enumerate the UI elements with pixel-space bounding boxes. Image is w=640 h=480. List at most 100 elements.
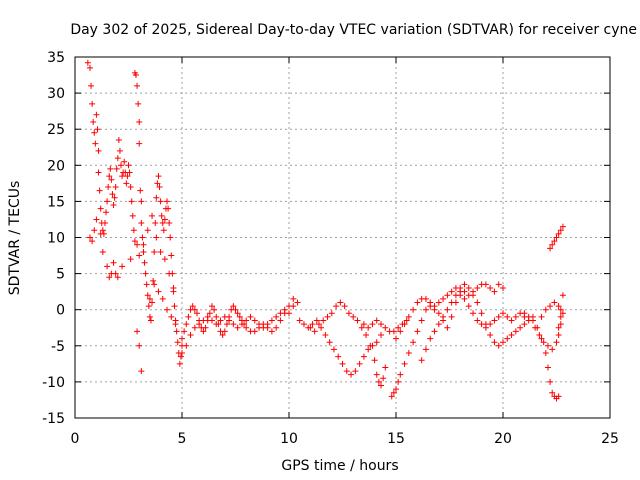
data-point [559,292,566,299]
data-point [555,324,562,331]
data-point [322,331,329,338]
data-point [330,346,337,353]
data-point [134,241,141,248]
data-point [119,173,126,180]
data-point [277,310,284,317]
data-point [461,288,468,295]
data-point [557,313,564,320]
data-point [213,313,220,320]
data-point [350,313,357,320]
data-point [435,310,442,317]
data-point [88,82,95,89]
data-point [380,375,387,382]
data-point [427,335,434,342]
data-point [512,313,519,320]
data-point [106,173,113,180]
data-point [134,328,141,335]
data-point [378,331,385,338]
data-point [234,324,241,331]
data-point [444,292,451,299]
data-point [360,321,367,328]
data-point [356,360,363,367]
y-tick-label: 0 [56,303,65,319]
data-point [557,306,564,313]
data-point [373,339,380,346]
data-point [553,234,560,241]
data-point [341,303,348,310]
data-point [307,324,314,331]
data-point [114,274,121,281]
data-point [328,310,335,317]
data-point [448,313,455,320]
data-point [96,187,103,194]
data-point [551,238,558,245]
data-point [127,256,134,263]
data-point [236,313,243,320]
data-point [143,281,150,288]
x-tick-label: 5 [178,431,187,447]
data-point [172,321,179,328]
data-point [281,306,288,313]
data-point [200,317,207,324]
data-point [155,288,162,295]
data-point [495,313,502,320]
data-point [93,111,100,118]
data-point [559,310,566,317]
data-point [405,350,412,357]
data-point [448,299,455,306]
data-point [315,321,322,328]
data-point [378,321,385,328]
y-tick-labels: 35 30 25 20 15 10 5 0 -5 -10 -15 [42,50,65,427]
data-point [290,295,297,302]
data-point [422,346,429,353]
data-point [491,317,498,324]
data-point [367,342,374,349]
data-point [474,317,481,324]
data-point [185,313,192,320]
data-point [166,270,173,277]
data-point [121,158,128,165]
data-point [324,313,331,320]
data-point [482,281,489,288]
data-point [93,216,100,223]
data-point [431,328,438,335]
data-point [101,220,108,227]
data-point [159,220,166,227]
data-point [444,306,451,313]
data-point [444,324,451,331]
data-point [547,378,554,385]
data-point [553,339,560,346]
data-point [157,248,164,255]
y-tick-label: 5 [56,267,65,283]
data-point [145,303,152,310]
data-point [313,317,320,324]
data-point [115,137,122,144]
data-point [470,310,477,317]
data-point [156,183,163,190]
data-point [491,339,498,346]
data-point [555,331,562,338]
data-point [84,59,91,66]
data-point [161,256,168,263]
data-point [204,313,211,320]
data-point [352,368,359,375]
y-tick-label: 35 [47,50,65,66]
data-point [521,310,528,317]
data-point [149,212,156,219]
data-point [86,64,93,71]
data-point [89,100,96,107]
data-point [388,393,395,400]
data-point [112,183,119,190]
data-point [256,321,263,328]
data-point [97,205,104,212]
data-point [300,321,307,328]
data-point [196,321,203,328]
data-point [427,299,434,306]
data-point [414,299,421,306]
data-point [104,263,111,270]
data-points [84,59,566,402]
data-point [92,140,99,147]
data-point [440,295,447,302]
data-point [512,328,519,335]
